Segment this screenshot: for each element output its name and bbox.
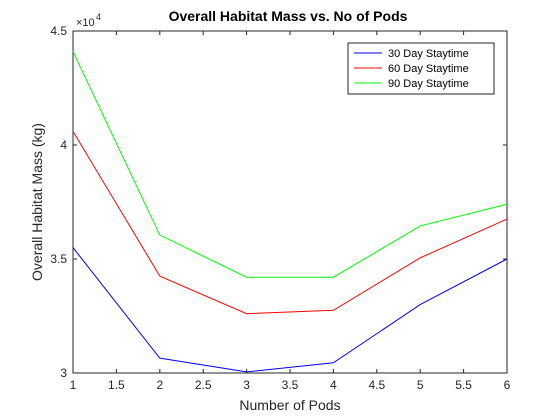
x-tick-label: 3: [243, 378, 250, 392]
x-tick-label: 4: [330, 378, 337, 392]
y-tick-label: 3.5: [50, 252, 67, 266]
x-tick-label: 2: [156, 378, 163, 392]
x-axis-label: Number of Pods: [239, 397, 340, 413]
legend-entry-label: 90 Day Staytime: [388, 78, 469, 90]
x-tick-label: 2.5: [195, 378, 212, 392]
chart-title: Overall Habitat Mass vs. No of Pods: [169, 8, 408, 24]
x-tick-label: 4.5: [368, 378, 385, 392]
y-axis-label: Overall Habitat Mass (kg): [29, 123, 45, 281]
x-tick-label: 1: [70, 378, 77, 392]
y-exponent: ×10 4: [76, 12, 101, 29]
x-tick-label: 5.5: [455, 378, 472, 392]
legend: 30 Day Staytime 60 Day Staytime 90 Day Sta…: [348, 43, 494, 94]
y-exponent-base: ×10: [76, 17, 95, 29]
x-tick-label: 5: [417, 378, 424, 392]
y-exponent-power: 4: [96, 12, 101, 22]
y-tick-label: 3: [60, 366, 67, 380]
y-tick-label: 4.5: [50, 24, 67, 38]
legend-entry-label: 30 Day Staytime: [388, 48, 469, 60]
x-tick-label: 1.5: [108, 378, 125, 392]
legend-entry-label: 60 Day Staytime: [388, 63, 469, 75]
x-tick-label: 3.5: [282, 378, 299, 392]
x-tick-label: 6: [504, 378, 511, 392]
y-tick-label: 4: [60, 138, 67, 152]
